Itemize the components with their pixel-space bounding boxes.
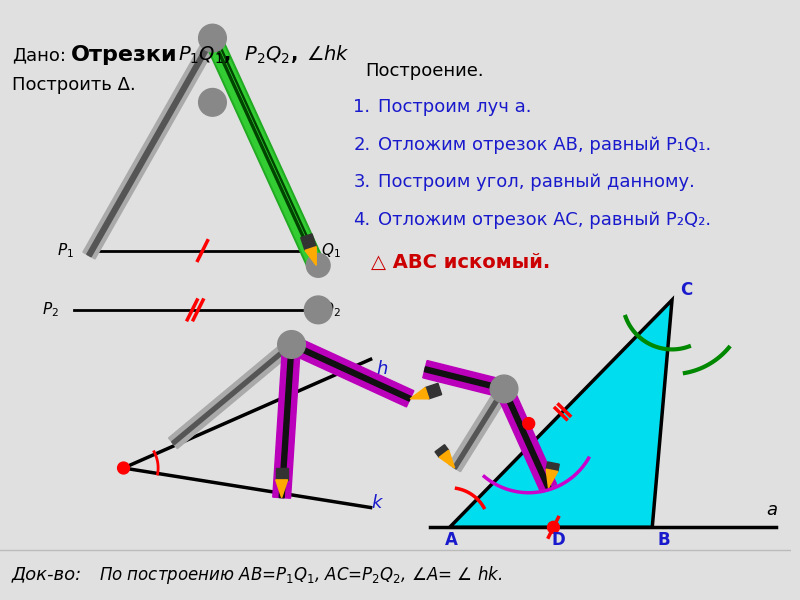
Text: $Q_2$: $Q_2$ [321, 301, 341, 319]
Polygon shape [204, 34, 324, 269]
Polygon shape [453, 388, 506, 469]
Polygon shape [301, 234, 316, 250]
Polygon shape [546, 469, 558, 488]
Text: B: B [657, 531, 670, 549]
Polygon shape [169, 339, 296, 449]
Text: $a$: $a$ [766, 502, 778, 520]
Circle shape [198, 89, 226, 116]
Polygon shape [86, 37, 214, 257]
Text: По построению $AB$=$P_1Q_1$, $AC$=$P_2Q_2$, $\angle A$= $\angle$ $hk$.: По построению $AB$=$P_1Q_1$, $AC$=$P_2Q_… [99, 564, 502, 586]
Text: $P_1Q_1$,  $P_2Q_2$,: $P_1Q_1$, $P_2Q_2$, [178, 44, 298, 65]
Polygon shape [439, 450, 454, 468]
Polygon shape [502, 388, 550, 489]
Circle shape [198, 24, 226, 52]
Text: $k$: $k$ [370, 494, 384, 512]
Polygon shape [172, 343, 293, 445]
Text: Отложим отрезок AB, равный P₁Q₁.: Отложим отрезок AB, равный P₁Q₁. [378, 136, 710, 154]
Polygon shape [276, 480, 287, 497]
Polygon shape [290, 342, 411, 401]
Polygon shape [424, 367, 505, 391]
Polygon shape [305, 247, 316, 265]
Polygon shape [83, 35, 218, 259]
Text: Дано:: Дано: [12, 46, 66, 64]
Polygon shape [425, 383, 442, 399]
Text: $P_2$: $P_2$ [42, 301, 59, 319]
Polygon shape [206, 35, 322, 268]
Text: Построим угол, равный данному.: Построим угол, равный данному. [378, 173, 694, 191]
Polygon shape [422, 361, 506, 398]
Text: △ АВС искомый.: △ АВС искомый. [370, 253, 550, 272]
Text: D: D [551, 531, 566, 549]
Text: C: C [680, 281, 692, 299]
Text: Построим луч a.: Построим луч a. [378, 98, 531, 116]
Polygon shape [435, 445, 449, 457]
Text: 4.: 4. [354, 211, 370, 229]
Text: Отложим отрезок AC, равный P₂Q₂.: Отложим отрезок AC, равный P₂Q₂. [378, 211, 710, 229]
Text: $P_1$: $P_1$ [58, 241, 74, 260]
Text: Отрезки: Отрезки [71, 45, 178, 65]
Text: 3.: 3. [354, 173, 370, 191]
Polygon shape [496, 385, 557, 491]
Text: Построить Δ.: Построить Δ. [12, 76, 136, 94]
Polygon shape [216, 38, 321, 266]
Polygon shape [279, 344, 294, 498]
Text: A: A [445, 531, 458, 549]
Polygon shape [546, 462, 559, 472]
Polygon shape [273, 344, 301, 498]
Polygon shape [449, 385, 510, 472]
Circle shape [306, 254, 330, 277]
Text: $Q_1$: $Q_1$ [321, 241, 341, 260]
Text: 2.: 2. [354, 136, 370, 154]
Polygon shape [450, 300, 672, 527]
Circle shape [490, 375, 518, 403]
Circle shape [118, 462, 130, 474]
Text: $\angle hk$: $\angle hk$ [306, 46, 350, 64]
Circle shape [304, 296, 332, 324]
Polygon shape [211, 38, 317, 266]
Text: $h$: $h$ [375, 360, 388, 378]
Circle shape [278, 331, 306, 358]
Circle shape [547, 521, 559, 533]
Text: Док-во:: Док-во: [12, 566, 82, 584]
Polygon shape [288, 337, 414, 407]
Polygon shape [410, 388, 429, 399]
Text: 1.: 1. [354, 98, 370, 116]
Circle shape [522, 418, 534, 430]
Text: Построение.: Построение. [366, 62, 484, 80]
Polygon shape [276, 468, 287, 480]
